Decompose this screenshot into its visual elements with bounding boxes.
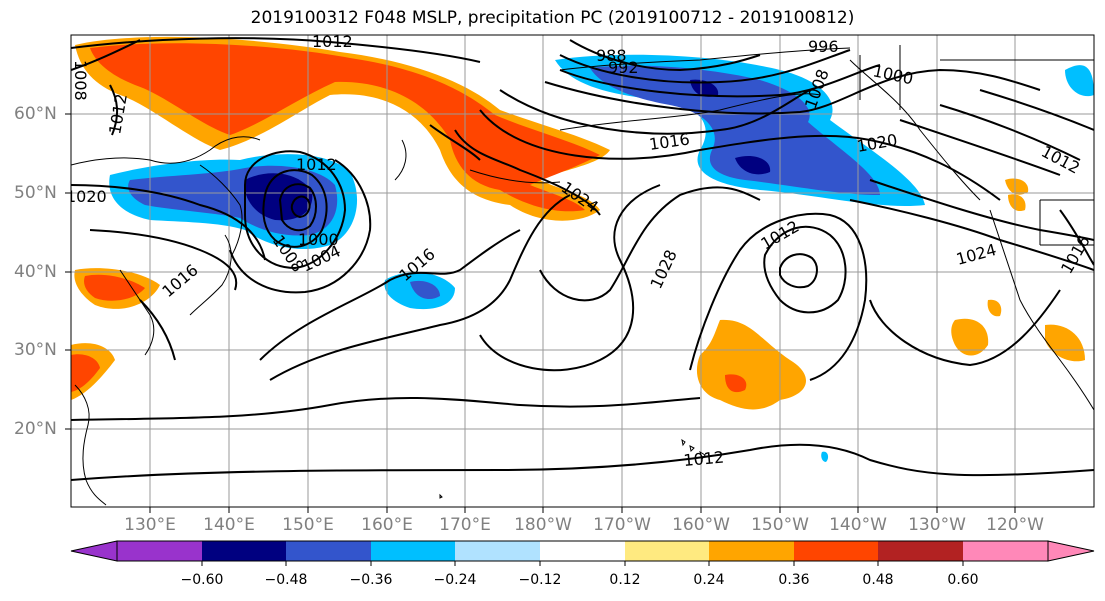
map-title: 2019100312 F048 MSLP, precipitation PC (… xyxy=(250,8,855,28)
lon-label: 160°E xyxy=(361,515,413,535)
contour-label: 992 xyxy=(608,58,639,77)
colorbar-segment xyxy=(286,541,371,561)
colorbar-tick-label: −0.24 xyxy=(433,572,477,588)
islands xyxy=(439,438,706,499)
colorbar-segment xyxy=(540,541,625,561)
colorbar-segment xyxy=(709,541,794,561)
contour-label: 1000 xyxy=(298,230,339,249)
lon-label: 120°W xyxy=(986,515,1044,535)
coastlines xyxy=(71,45,1094,506)
lon-label: 170°E xyxy=(439,515,491,535)
lon-label: 160°W xyxy=(672,515,730,535)
contour-label: 1020 xyxy=(66,187,107,206)
precipitation-shading xyxy=(71,36,1094,462)
colorbar-tick-label: −0.60 xyxy=(180,572,224,588)
lat-label: 40°N xyxy=(14,262,57,282)
lon-label: 150°E xyxy=(282,515,334,535)
contour-label: 1012 xyxy=(296,155,337,174)
lat-label: 20°N xyxy=(14,419,57,439)
colorbar-extend-high xyxy=(1047,540,1095,562)
colorbar-segment xyxy=(963,541,1048,561)
map-frame xyxy=(70,34,1095,508)
lat-label: 30°N xyxy=(14,340,57,360)
lon-label: 170°W xyxy=(593,515,651,535)
contour-label: 1012 xyxy=(683,448,725,470)
lon-label: 140°E xyxy=(203,515,255,535)
lon-label: 130°E xyxy=(124,515,176,535)
colorbar-tick-label: −0.12 xyxy=(518,572,562,588)
colorbar-extend-low xyxy=(70,540,118,562)
lon-label: 150°W xyxy=(751,515,809,535)
colorbar-segment xyxy=(202,541,286,561)
mslp-contours xyxy=(71,37,1094,481)
colorbar-segment xyxy=(117,541,202,561)
colorbar-tick-label: 0.24 xyxy=(693,572,725,588)
lon-label: 130°W xyxy=(908,515,966,535)
contour-label: 1012 xyxy=(312,32,353,51)
colorbar-segment xyxy=(794,541,878,561)
colorbar-tick-label: 0.48 xyxy=(862,572,894,588)
lat-label: 50°N xyxy=(14,183,57,203)
colorbar-tick-label: 0.36 xyxy=(778,572,810,588)
map-panel: 1012 1008 1012 988 992 996 1000 1008 101… xyxy=(66,32,1094,507)
colorbar-tick-label: −0.36 xyxy=(349,572,393,588)
lat-label: 60°N xyxy=(14,104,57,124)
colorbar-segment xyxy=(371,541,455,561)
lon-label: 180°W xyxy=(514,515,572,535)
lon-label: 140°W xyxy=(829,515,887,535)
colorbar xyxy=(70,540,1095,566)
contour-label: 996 xyxy=(808,37,839,56)
colorbar-segment xyxy=(878,541,963,561)
contour-label: 1008 xyxy=(71,60,90,101)
axis-ticks xyxy=(65,113,1016,513)
colorbar-segment xyxy=(625,541,709,561)
colorbar-tick-label: 0.60 xyxy=(947,572,979,588)
colorbar-tick-label: −0.48 xyxy=(264,572,308,588)
colorbar-tick-label: 0.12 xyxy=(609,572,641,588)
colorbar-segment xyxy=(455,541,540,561)
contour-label: 988 xyxy=(596,46,627,65)
